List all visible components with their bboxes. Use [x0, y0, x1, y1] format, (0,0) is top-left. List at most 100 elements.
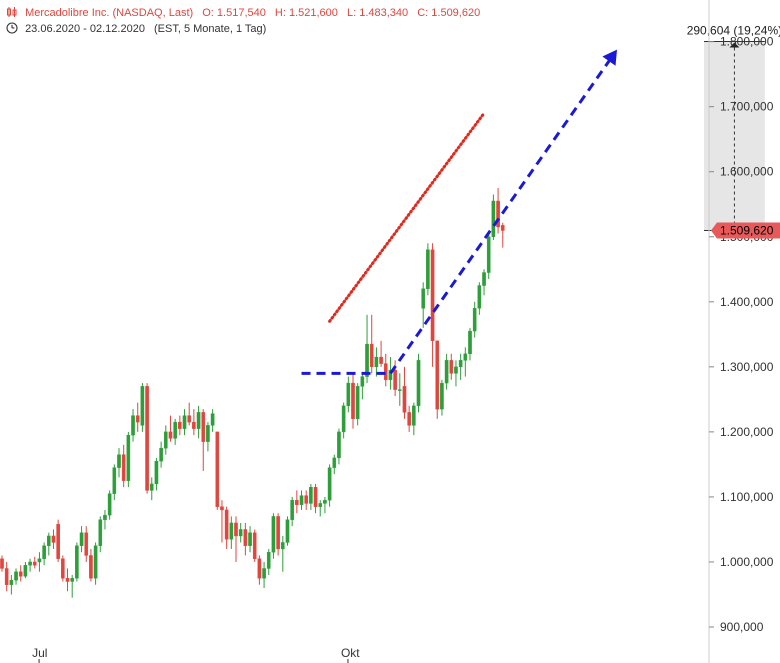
candle-body [341, 405, 346, 433]
candle-body [145, 386, 149, 491]
candle-body [449, 360, 454, 374]
candle-body [416, 360, 421, 407]
candle-body [379, 356, 383, 364]
candle-body [407, 412, 411, 426]
candle-body [98, 519, 103, 546]
candle-body [126, 434, 131, 481]
candle-body [103, 514, 107, 520]
candle-body [444, 360, 449, 384]
candle-body [224, 509, 229, 540]
candle-body [262, 568, 266, 579]
candle-body [337, 431, 341, 459]
low-value: L: 1.483,340 [346, 7, 409, 19]
last-price-label: 1.509,620 [720, 224, 774, 238]
candle-body [266, 552, 271, 569]
candle-body [346, 382, 351, 407]
candle-body [14, 571, 18, 581]
target-box [704, 41, 765, 231]
candle-body [327, 467, 332, 501]
candle-body [252, 532, 257, 559]
y-axis-tick-label: 900,000 [720, 620, 764, 634]
candle-body [477, 285, 482, 309]
y-axis-tick-label: 1.100,000 [720, 490, 774, 504]
candle-body [383, 363, 388, 381]
candle-body [299, 495, 304, 505]
target-box-arrowhead [729, 42, 740, 48]
candle-body [0, 558, 4, 569]
candle-body [220, 506, 224, 511]
x-axis-label: Okt [341, 646, 360, 660]
candle-body [295, 499, 299, 505]
candle-body [496, 200, 500, 228]
candle-body [369, 343, 374, 368]
candle-body [500, 225, 505, 231]
candle-body [304, 495, 309, 504]
date-range: 23.06.2020 - 02.12.2020 [25, 23, 145, 35]
candle-body [355, 386, 360, 420]
candle-body [388, 369, 393, 381]
candle-body [4, 568, 9, 585]
candle-body [112, 467, 117, 494]
candle-body [51, 535, 56, 543]
candle-body [285, 519, 290, 543]
candle-body [491, 200, 496, 237]
candle-body [360, 376, 365, 387]
candle-body [70, 578, 74, 582]
candle-body [42, 545, 46, 559]
close-value: C: 1.509,620 [417, 7, 481, 19]
candle-body [131, 415, 135, 436]
candle-body [23, 565, 28, 577]
candle-body [154, 460, 159, 485]
candle-body [435, 340, 440, 410]
y-axis-tick-label: 1.400,000 [720, 295, 774, 309]
candle-body [243, 529, 248, 546]
clock-icon [6, 22, 18, 34]
y-axis-tick-label: 1.000,000 [720, 555, 774, 569]
candle-body [374, 356, 379, 368]
candle-body [206, 425, 210, 442]
candle-body [351, 382, 355, 420]
candle-body [402, 386, 407, 413]
target-box-label: 290,604 (19,24%) [687, 23, 780, 37]
candle-body [458, 360, 463, 368]
candle-body [257, 558, 262, 579]
y-axis-tick-label: 1.300,000 [720, 360, 774, 374]
candle-body [215, 431, 220, 507]
candle-body [276, 516, 280, 550]
chart-header-range: 23.06.2020 - 02.12.2020 (EST, 5 Monate, … [6, 22, 272, 35]
open-value: O: 1.517,540 [202, 7, 266, 19]
candle-body [192, 421, 196, 429]
candle-body [121, 454, 126, 481]
candle-body [482, 272, 486, 286]
candle-body [187, 415, 192, 423]
candle-body [47, 535, 51, 546]
candle-body [440, 382, 444, 410]
candle-body [323, 499, 327, 504]
blue-arrowhead [602, 49, 617, 66]
candle-body [196, 412, 201, 429]
candle-body [309, 486, 313, 504]
candle-body [65, 578, 70, 582]
candle-body [412, 405, 416, 426]
candle-body [281, 542, 285, 550]
candle-body [107, 493, 112, 516]
candle-body [56, 524, 60, 559]
candle-body [421, 288, 426, 309]
candle-body [332, 457, 337, 468]
candle-body [61, 558, 65, 579]
candle-body [182, 415, 187, 429]
candle-body [140, 386, 145, 426]
candle-body [430, 249, 435, 342]
y-axis-tick-label: 1.700,000 [720, 100, 774, 114]
candle-body [472, 308, 477, 332]
candle-body [178, 421, 182, 429]
candle-body [149, 483, 154, 491]
candle-body [89, 555, 93, 579]
candle-body [201, 412, 206, 442]
candle-body [168, 431, 173, 439]
period-info: (EST, 5 Monate, 1 Tag) [154, 23, 267, 35]
candle-body [398, 389, 402, 391]
candle-body [163, 431, 168, 449]
candle-body [79, 532, 84, 546]
candle-body [93, 545, 98, 579]
